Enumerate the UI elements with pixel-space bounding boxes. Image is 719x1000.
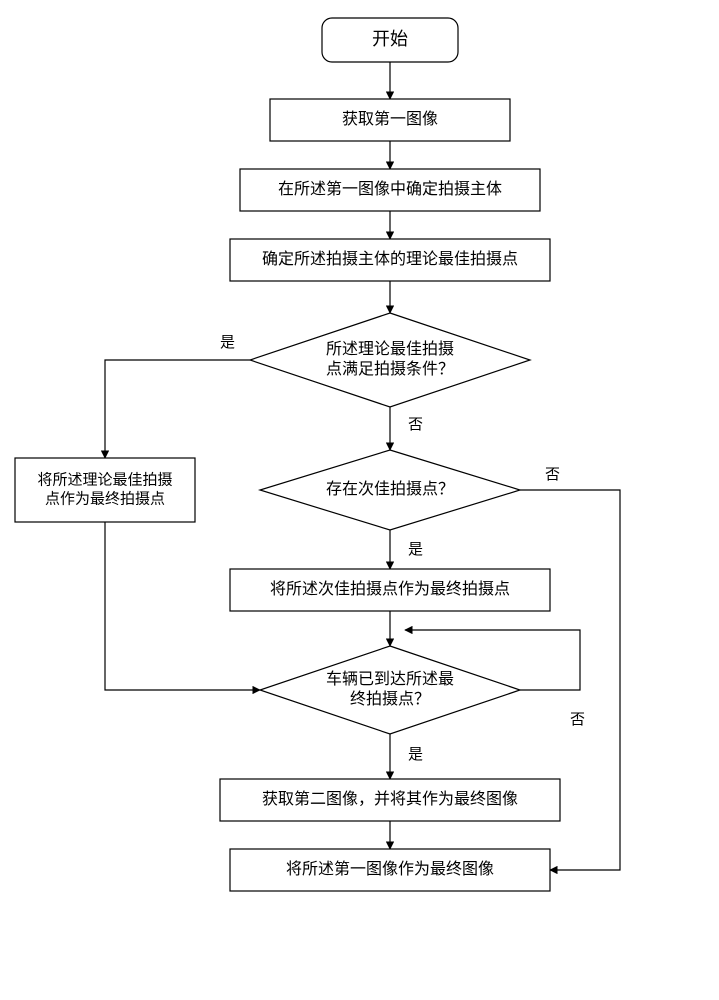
node-s2: 在所述第一图像中确定拍摄主体 bbox=[240, 169, 540, 211]
edge-label: 否 bbox=[408, 416, 423, 433]
node-label: 将所述次佳拍摄点作为最终拍摄点 bbox=[270, 580, 510, 598]
node-s5: 将所述次佳拍摄点作为最终拍摄点 bbox=[230, 569, 550, 611]
node-s7: 将所述第一图像作为最终图像 bbox=[230, 849, 550, 891]
node-label: 开始 bbox=[372, 29, 408, 49]
node-label: 将所述第一图像作为最终图像 bbox=[286, 860, 494, 878]
node-label: 终拍摄点？ bbox=[350, 690, 430, 708]
node-label: 点作为最终拍摄点 bbox=[45, 490, 165, 507]
node-label: 点满足拍摄条件？ bbox=[326, 360, 454, 378]
edge-label: 是 bbox=[408, 746, 423, 763]
node-start: 开始 bbox=[322, 18, 458, 62]
node-label: 获取第二图像，并将其作为最终图像 bbox=[262, 790, 518, 808]
node-s3: 确定所述拍摄主体的理论最佳拍摄点 bbox=[230, 239, 550, 281]
node-d2: 存在次佳拍摄点？ bbox=[260, 450, 520, 530]
flowchart-canvas: 开始获取第一图像在所述第一图像中确定拍摄主体确定所述拍摄主体的理论最佳拍摄点所述… bbox=[0, 0, 719, 1000]
node-label: 确定所述拍摄主体的理论最佳拍摄点 bbox=[262, 250, 518, 268]
node-s1: 获取第一图像 bbox=[270, 99, 510, 141]
node-label: 将所述理论最佳拍摄 bbox=[37, 472, 172, 489]
node-label: 在所述第一图像中确定拍摄主体 bbox=[278, 180, 502, 198]
edge-label: 是 bbox=[220, 334, 235, 351]
edge-label: 否 bbox=[545, 466, 560, 483]
edge bbox=[105, 360, 250, 458]
node-s6: 获取第二图像，并将其作为最终图像 bbox=[220, 779, 560, 821]
node-label: 所述理论最佳拍摄 bbox=[326, 340, 454, 358]
node-label: 存在次佳拍摄点？ bbox=[326, 480, 454, 498]
node-label: 车辆已到达所述最 bbox=[326, 670, 454, 688]
node-s4: 将所述理论最佳拍摄点作为最终拍摄点 bbox=[15, 458, 195, 522]
edge-label: 否 bbox=[570, 711, 585, 728]
edge-label: 是 bbox=[408, 541, 423, 558]
node-d3: 车辆已到达所述最终拍摄点？ bbox=[260, 646, 520, 734]
node-label: 获取第一图像 bbox=[342, 110, 438, 128]
node-d1: 所述理论最佳拍摄点满足拍摄条件？ bbox=[250, 313, 530, 407]
